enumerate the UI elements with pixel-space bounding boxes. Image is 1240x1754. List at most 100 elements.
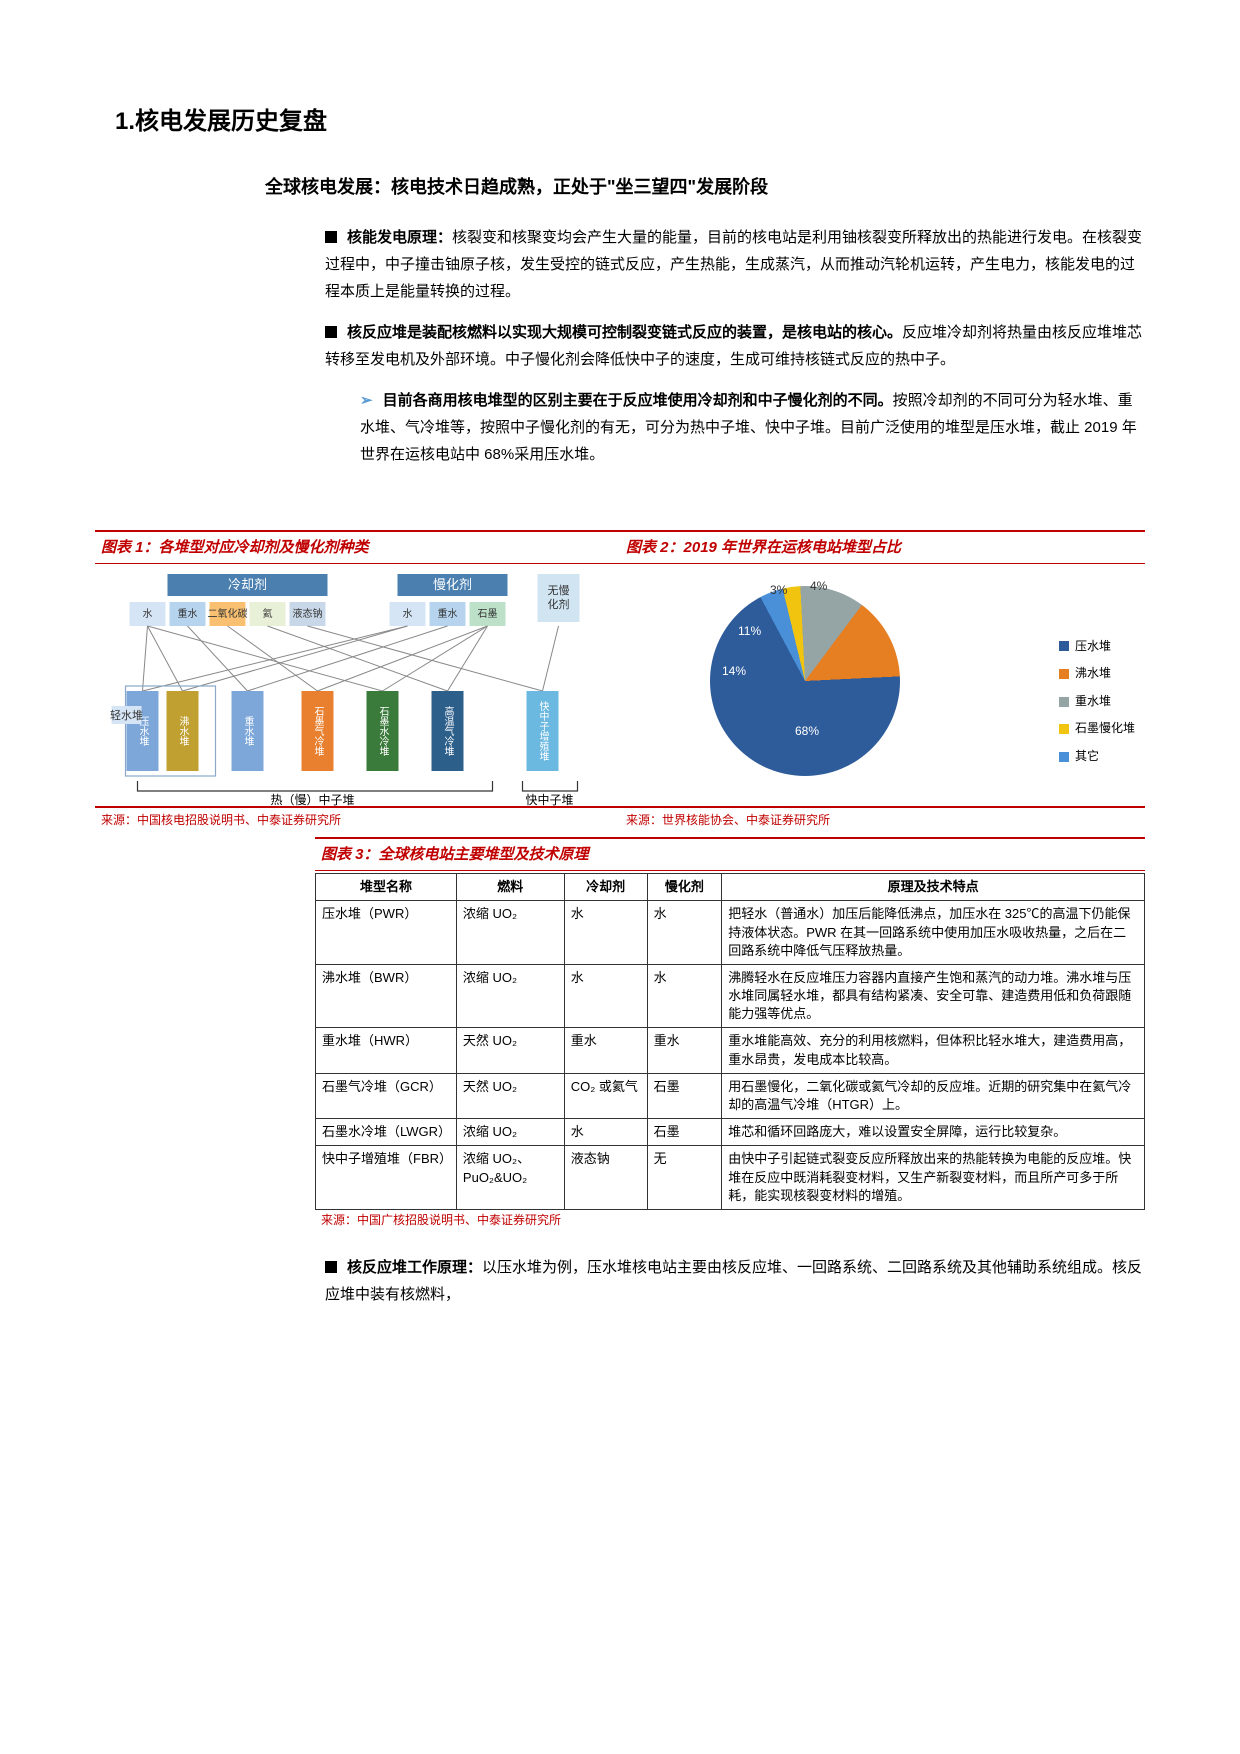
svg-text:重水: 重水 bbox=[178, 607, 198, 620]
svg-text:石墨: 石墨 bbox=[478, 608, 498, 620]
table-header: 慢化剂 bbox=[647, 874, 722, 901]
pie-label-2: 11% bbox=[738, 621, 761, 643]
chart3-source: 来源：中国广核招股说明书、中泰证券研究所 bbox=[315, 1210, 1145, 1234]
table-cell: 堆芯和循环回路庞大，难以设置安全屏障，运行比较复杂。 bbox=[722, 1119, 1145, 1146]
legend-swatch bbox=[1059, 752, 1069, 762]
svg-text:快中子堆: 快中子堆 bbox=[525, 792, 573, 806]
svg-text:轻水堆: 轻水堆 bbox=[110, 708, 143, 722]
svg-text:沸水堆: 沸水堆 bbox=[177, 714, 189, 745]
table-row: 沸水堆（BWR）浓缩 UO₂水水沸腾轻水在反应堆压力容器内直接产生饱和蒸汽的动力… bbox=[316, 964, 1145, 1028]
table-cell: 天然 UO₂ bbox=[456, 1028, 564, 1073]
chart2-panel: 图表 2：2019 年世界在运核电站堆型占比 68% 14% 11% 3% 4%… bbox=[620, 528, 1145, 834]
svg-text:水: 水 bbox=[143, 608, 153, 620]
trailing-wrapper: 核反应堆工作原理：以压水堆为例，压水堆核电站主要由核反应堆、一回路系统、二回路系… bbox=[0, 1234, 1240, 1308]
svg-text:氦: 氦 bbox=[263, 607, 273, 620]
table-row: 快中子增殖堆（FBR）浓缩 UO₂、PuO₂&UO₂液态钠无由快中子引起链式裂变… bbox=[316, 1146, 1145, 1210]
legend-item: 石墨慢化堆 bbox=[1059, 718, 1135, 740]
table-cell: 石墨 bbox=[647, 1119, 722, 1146]
table-cell: 水 bbox=[564, 901, 647, 965]
arrow-bullet-icon: ➢ bbox=[360, 387, 373, 414]
legend-swatch bbox=[1059, 697, 1069, 707]
table-cell: 快中子增殖堆（FBR） bbox=[316, 1146, 457, 1210]
pie-legend: 压水堆沸水堆重水堆石墨慢化堆其它 bbox=[1059, 636, 1135, 774]
svg-text:石墨气冷堆: 石墨气冷堆 bbox=[312, 706, 324, 756]
table-cell: 沸腾轻水在反应堆压力容器内直接产生饱和蒸汽的动力堆。沸水堆与压水堆同属轻水堆，都… bbox=[722, 964, 1145, 1028]
chart1-source: 来源：中国核电招股说明书、中泰证券研究所 bbox=[95, 806, 620, 834]
legend-label: 其它 bbox=[1075, 746, 1099, 768]
legend-swatch bbox=[1059, 669, 1069, 679]
charts-row-wrapper: 图表 1：各堆型对应冷却剂及慢化剂种类 冷却剂 慢化剂 无慢 化剂 水重水二氧化… bbox=[0, 528, 1240, 834]
svg-text:慢化剂: 慢化剂 bbox=[433, 577, 472, 592]
svg-text:重水堆: 重水堆 bbox=[242, 714, 254, 745]
table-header: 原理及技术特点 bbox=[722, 874, 1145, 901]
table-cell: 无 bbox=[647, 1146, 722, 1210]
chart1-svg: 冷却剂 慢化剂 无慢 化剂 水重水二氧化碳氦液态钠 水重水石墨 压水堆沸水堆重水… bbox=[95, 566, 620, 806]
b2-lead: 核反应堆是装配核燃料以实现大规模可控制裂变链式反应的装置，是核电站的核心。 bbox=[347, 324, 902, 341]
chart3-wrapper: 图表 3：全球核电站主要堆型及技术原理 堆型名称燃料冷却剂慢化剂原理及技术特点压… bbox=[0, 837, 1240, 1233]
page-root: 1.核电发展历史复盘 全球核电发展：核电技术日趋成熟，正处于"坐三望四"发展阶段… bbox=[0, 0, 1240, 522]
pie-label-3: 3% bbox=[770, 580, 787, 602]
table-header: 燃料 bbox=[456, 874, 564, 901]
table-cell: 液态钠 bbox=[564, 1146, 647, 1210]
pie-label-1: 14% bbox=[722, 661, 746, 683]
table-cell: 压水堆（PWR） bbox=[316, 901, 457, 965]
table-cell: 水 bbox=[647, 964, 722, 1028]
table-row: 压水堆（PWR）浓缩 UO₂水水把轻水（普通水）加压后能降低沸点，加压水在 32… bbox=[316, 901, 1145, 965]
svg-text:石墨水冷堆: 石墨水冷堆 bbox=[377, 706, 389, 756]
table-row: 石墨水冷堆（LWGR）浓缩 UO₂水石墨堆芯和循环回路庞大，难以设置安全屏障，运… bbox=[316, 1119, 1145, 1146]
chart3-title: 图表 3：全球核电站主要堆型及技术原理 bbox=[315, 837, 1145, 871]
table-cell: 用石墨慢化，二氧化碳或氦气冷却的反应堆。近期的研究集中在氦气冷却的高温气冷堆（H… bbox=[722, 1073, 1145, 1118]
table-cell: 重水堆能高效、充分的利用核燃料，但体积比轻水堆大，建造费用高，重水昂贵，发电成本… bbox=[722, 1028, 1145, 1073]
table-cell: 水 bbox=[564, 1119, 647, 1146]
b1-lead: 核能发电原理： bbox=[347, 229, 452, 246]
svg-text:冷却剂: 冷却剂 bbox=[228, 577, 267, 592]
heading-2: 全球核电发展：核电技术日趋成熟，正处于"坐三望四"发展阶段 bbox=[265, 171, 1145, 203]
table-cell: 把轻水（普通水）加压后能降低沸点，加压水在 325℃的高温下仍能保持液体状态。P… bbox=[722, 901, 1145, 965]
table-cell: 重水堆（HWR） bbox=[316, 1028, 457, 1073]
bullet-2a: ➢目前各商用核电堆型的区别主要在于反应堆使用冷却剂和中子慢化剂的不同。按照冷却剂… bbox=[360, 387, 1145, 468]
chart1-title: 图表 1：各堆型对应冷却剂及慢化剂种类 bbox=[95, 530, 620, 564]
svg-text:二氧化碳: 二氧化碳 bbox=[208, 607, 248, 620]
table-cell: CO₂ 或氦气 bbox=[564, 1073, 647, 1118]
legend-item: 重水堆 bbox=[1059, 691, 1135, 713]
svg-text:快中子增殖堆: 快中子增殖堆 bbox=[537, 700, 549, 760]
chart2-source: 来源：世界核能协会、中泰证券研究所 bbox=[620, 806, 1145, 834]
table-cell: 石墨水冷堆（LWGR） bbox=[316, 1119, 457, 1146]
svg-text:无慢: 无慢 bbox=[548, 584, 570, 597]
svg-text:化剂: 化剂 bbox=[548, 597, 570, 611]
table-cell: 石墨气冷堆（GCR） bbox=[316, 1073, 457, 1118]
table-cell: 重水 bbox=[647, 1028, 722, 1073]
table-cell: 浓缩 UO₂ bbox=[456, 1119, 564, 1146]
chart3-table: 堆型名称燃料冷却剂慢化剂原理及技术特点压水堆（PWR）浓缩 UO₂水水把轻水（普… bbox=[315, 873, 1145, 1210]
svg-text:液态钠: 液态钠 bbox=[293, 607, 323, 620]
table-cell: 石墨 bbox=[647, 1073, 722, 1118]
svg-text:重水: 重水 bbox=[438, 607, 458, 620]
table-cell: 浓缩 UO₂ bbox=[456, 901, 564, 965]
legend-swatch bbox=[1059, 724, 1069, 734]
svg-text:高温气冷堆: 高温气冷堆 bbox=[442, 704, 454, 755]
square-bullet-icon bbox=[325, 231, 337, 243]
heading-1: 1.核电发展历史复盘 bbox=[115, 100, 1145, 143]
table-header: 冷却剂 bbox=[564, 874, 647, 901]
table-row: 石墨气冷堆（GCR）天然 UO₂CO₂ 或氦气石墨用石墨慢化，二氧化碳或氦气冷却… bbox=[316, 1073, 1145, 1118]
bullet-2: 核反应堆是装配核燃料以实现大规模可控制裂变链式反应的装置，是核电站的核心。反应堆… bbox=[325, 319, 1145, 373]
legend-label: 重水堆 bbox=[1075, 691, 1111, 713]
bullet-3: 核反应堆工作原理：以压水堆为例，压水堆核电站主要由核反应堆、一回路系统、二回路系… bbox=[325, 1254, 1145, 1308]
table-cell: 沸水堆（BWR） bbox=[316, 964, 457, 1028]
bullet-1: 核能发电原理：核裂变和核聚变均会产生大量的能量，目前的核电站是利用铀核裂变所释放… bbox=[325, 224, 1145, 305]
legend-item: 压水堆 bbox=[1059, 636, 1135, 658]
chart2-area: 68% 14% 11% 3% 4% 压水堆沸水堆重水堆石墨慢化堆其它 bbox=[620, 566, 1145, 806]
table-cell: 重水 bbox=[564, 1028, 647, 1073]
svg-text:水: 水 bbox=[403, 608, 413, 620]
table-cell: 天然 UO₂ bbox=[456, 1073, 564, 1118]
table-row: 重水堆（HWR）天然 UO₂重水重水重水堆能高效、充分的利用核燃料，但体积比轻水… bbox=[316, 1028, 1145, 1073]
b3-lead: 核反应堆工作原理： bbox=[347, 1259, 482, 1276]
legend-label: 沸水堆 bbox=[1075, 663, 1111, 685]
legend-item: 其它 bbox=[1059, 746, 1135, 768]
pie-label-0: 68% bbox=[795, 721, 819, 743]
chart2-title: 图表 2：2019 年世界在运核电站堆型占比 bbox=[620, 530, 1145, 564]
table-header: 堆型名称 bbox=[316, 874, 457, 901]
charts-row: 图表 1：各堆型对应冷却剂及慢化剂种类 冷却剂 慢化剂 无慢 化剂 水重水二氧化… bbox=[95, 528, 1145, 834]
legend-item: 沸水堆 bbox=[1059, 663, 1135, 685]
chart1-panel: 图表 1：各堆型对应冷却剂及慢化剂种类 冷却剂 慢化剂 无慢 化剂 水重水二氧化… bbox=[95, 528, 620, 834]
